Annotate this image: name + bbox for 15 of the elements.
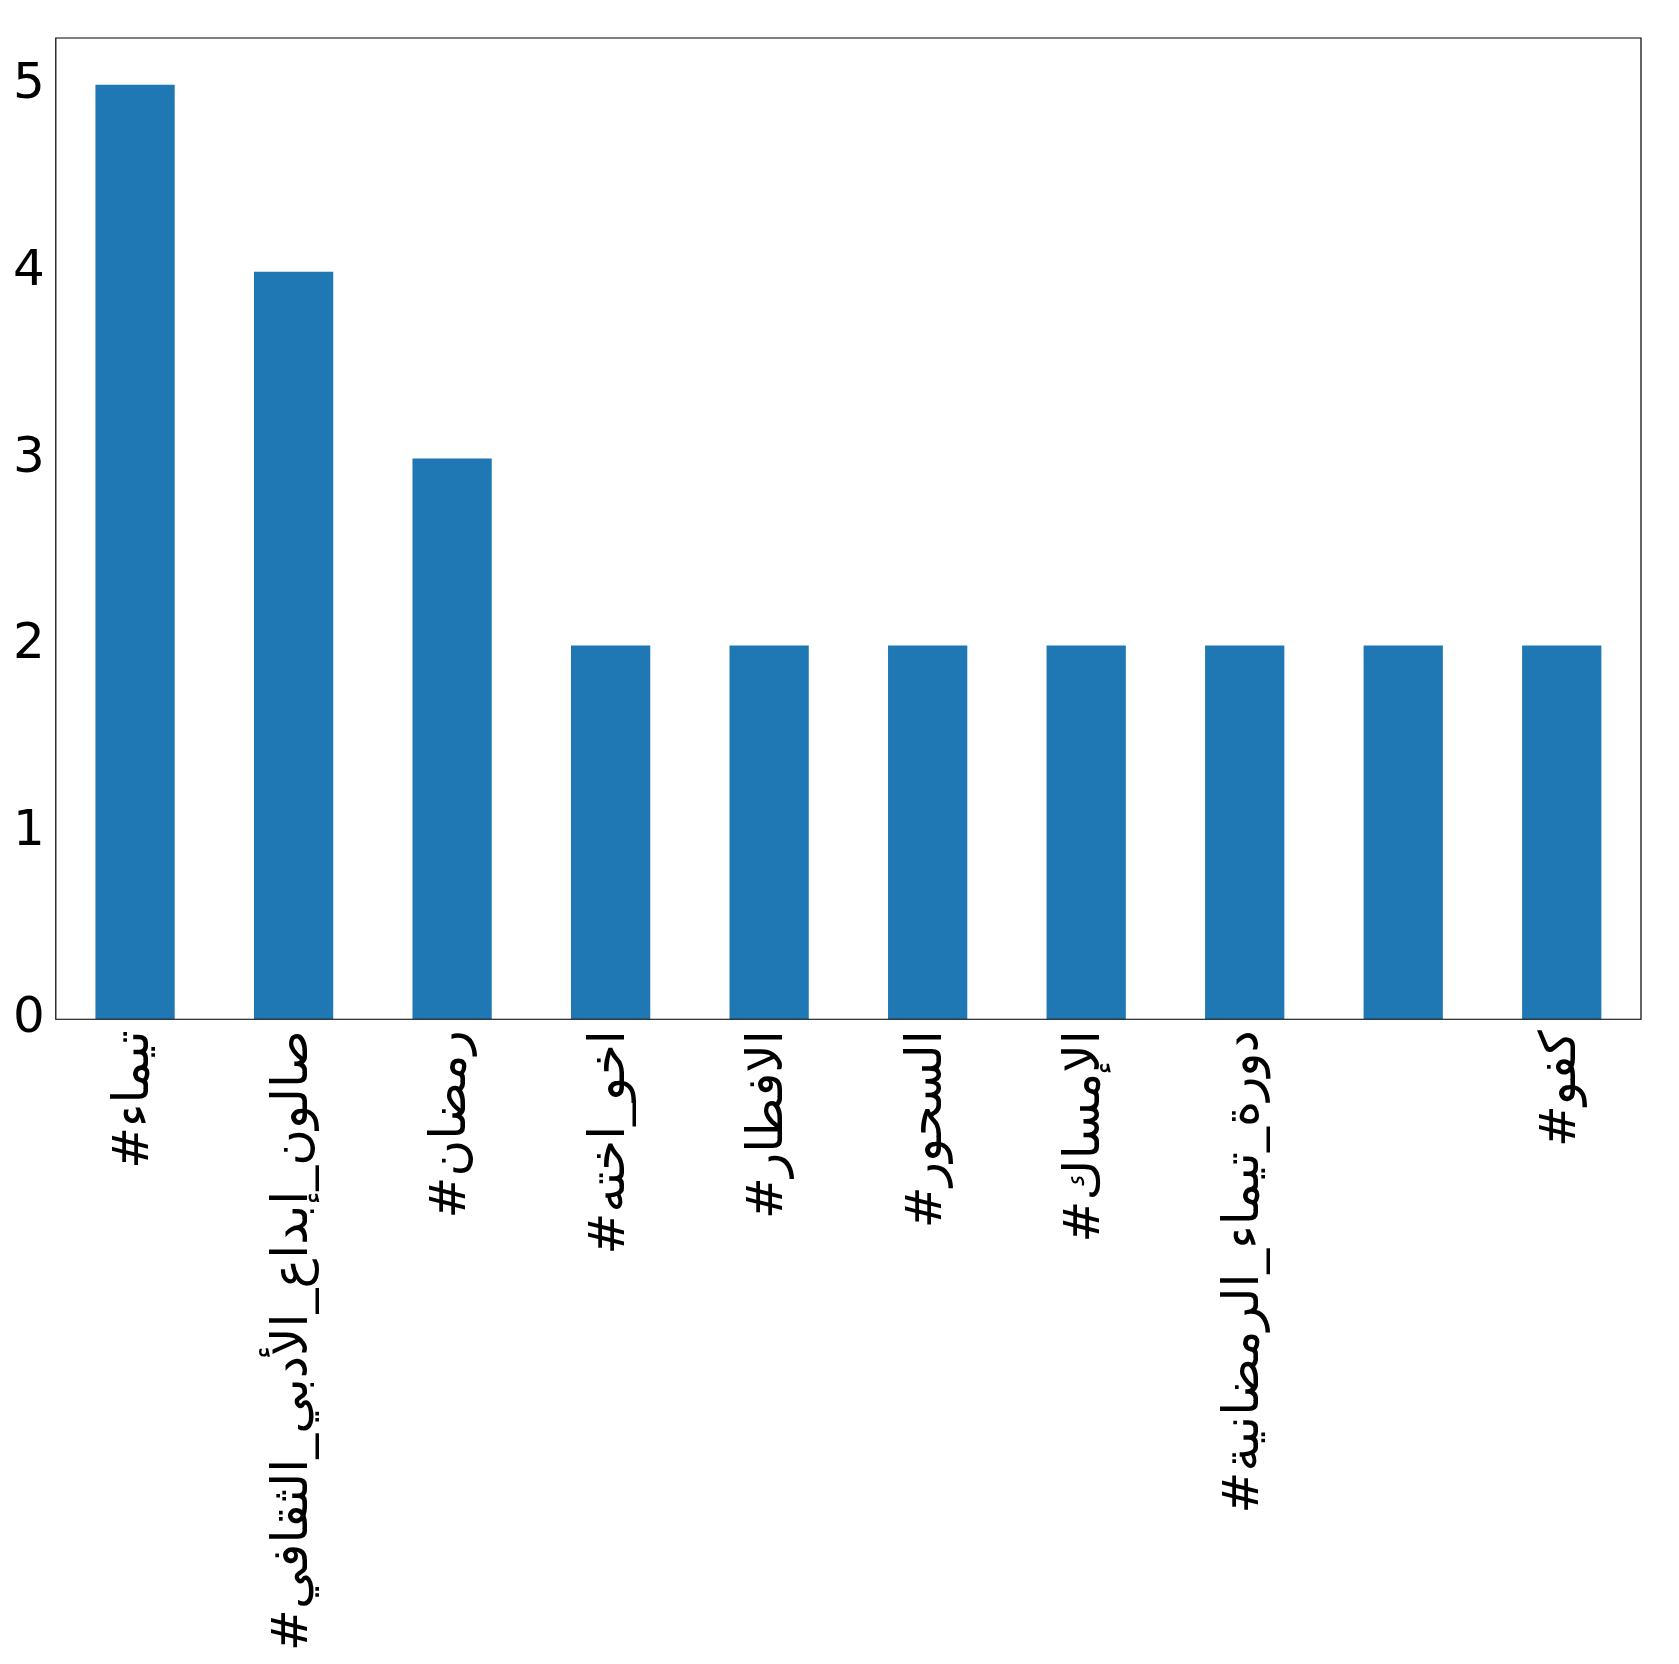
x-tick-label: #اخو_اخته bbox=[577, 1030, 636, 1255]
x-tick-label: #تيماء bbox=[102, 1030, 161, 1169]
x-tick-label: #كفو bbox=[1528, 1030, 1587, 1148]
y-tick-label: 0 bbox=[13, 986, 45, 1045]
x-tick-label: #رمضان bbox=[419, 1030, 478, 1219]
x-tick-label: #دورة_تيماء_الرمضانية bbox=[1211, 1030, 1271, 1514]
y-tick-label: 1 bbox=[13, 799, 45, 858]
y-tick-label: 5 bbox=[13, 51, 45, 110]
y-tick-label: 3 bbox=[13, 425, 45, 484]
y-tick-label: 2 bbox=[13, 612, 45, 671]
x-tick-label: #الإمساك bbox=[1053, 1030, 1112, 1243]
x-tick-label: #صالون_إبداع_الأدبي_الثقافي bbox=[258, 1030, 320, 1652]
y-tick-label: 4 bbox=[13, 238, 45, 297]
x-tick-label: #الافطار bbox=[736, 1030, 795, 1219]
x-tick-label: #السحور bbox=[894, 1030, 953, 1229]
